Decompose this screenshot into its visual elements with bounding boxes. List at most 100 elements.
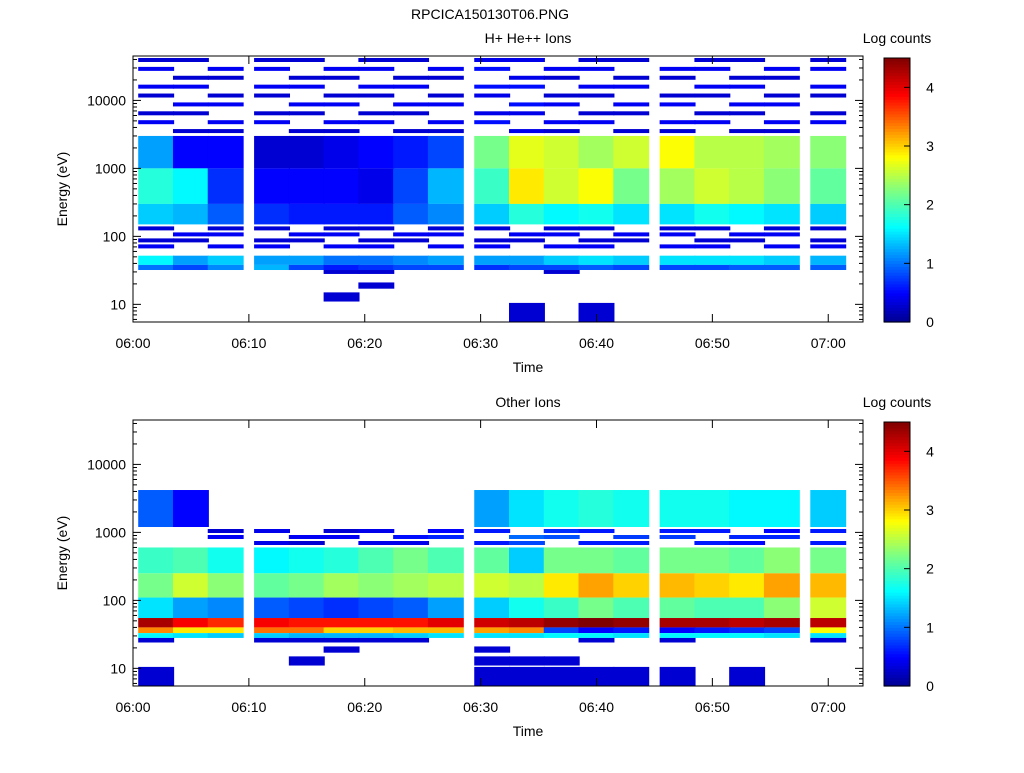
heatmap-cell	[659, 633, 696, 638]
heatmap-cell	[578, 135, 615, 169]
heatmap-cell	[694, 573, 731, 598]
heatmap-cell	[659, 226, 696, 231]
colorbar-segment	[884, 242, 910, 247]
heatmap-cell	[288, 232, 325, 237]
colorbar-segment	[884, 612, 910, 617]
heatmap-cell	[509, 633, 545, 638]
colorbar-frame	[883, 421, 911, 687]
heatmap-cell	[729, 264, 766, 271]
colorbar-segment	[884, 471, 910, 476]
colorbar-segment	[884, 72, 910, 77]
heatmap-cell	[659, 627, 696, 634]
heatmap-cell	[207, 255, 244, 265]
heatmap-cell	[543, 135, 580, 169]
heatmap-cell	[288, 129, 325, 134]
heatmap-cell	[659, 255, 696, 265]
heatmap-cell	[358, 58, 395, 62]
heatmap-cell	[427, 93, 464, 98]
heatmap-cell	[810, 111, 847, 116]
heatmap-cell	[427, 633, 464, 638]
heatmap-cell	[810, 120, 847, 125]
colorbar-segment	[884, 192, 910, 197]
heatmap-cell	[763, 547, 800, 574]
colorbar-segment	[884, 539, 910, 543]
heatmap-cell	[659, 66, 696, 71]
colorbar-segment	[884, 480, 910, 485]
colorbar-segment	[884, 113, 910, 118]
heatmap-cell	[358, 541, 395, 546]
heatmap-cell	[393, 129, 430, 134]
heatmap-cell	[358, 618, 395, 628]
heatmap-cell	[172, 111, 209, 116]
heatmap-cell	[810, 238, 847, 243]
colorbar-tick-label: 0	[926, 678, 934, 694]
heatmap-cell	[323, 226, 360, 231]
colorbar-segment	[884, 457, 910, 461]
colorbar-segment	[884, 442, 910, 447]
heatmap-cell	[358, 93, 395, 98]
colorbar-segment	[884, 78, 910, 83]
colorbar-segment	[884, 213, 910, 217]
heatmap-cell	[763, 255, 800, 265]
colorbar-segment	[884, 507, 910, 511]
heatmap-cell	[323, 618, 360, 628]
colorbar-segment	[884, 219, 910, 223]
heatmap-cell	[509, 573, 545, 598]
y-axis-label: Energy (eV)	[54, 516, 70, 591]
heatmap-cell	[138, 244, 175, 249]
heatmap-cell	[474, 135, 511, 169]
heatmap-cell	[763, 573, 800, 598]
heatmap-cell	[323, 255, 360, 265]
colorbar-segment	[884, 175, 910, 179]
heatmap-cell	[509, 203, 545, 225]
heatmap-cell	[659, 232, 696, 237]
heatmap-cell	[358, 66, 395, 71]
heatmap-cell	[763, 93, 800, 98]
heatmap-cell	[207, 547, 244, 574]
colorbar-segment	[884, 674, 910, 678]
heatmap-cell	[172, 168, 209, 204]
heatmap-cell	[288, 597, 325, 619]
heatmap-cell	[578, 255, 615, 265]
heatmap-cell	[578, 597, 615, 619]
heatmap-cell	[323, 573, 360, 598]
colorbar-segment	[884, 151, 910, 156]
heatmap-cell	[474, 84, 511, 89]
colorbar-segment	[884, 656, 910, 661]
heatmap-cell	[729, 627, 766, 634]
heatmap-cell	[659, 573, 696, 598]
heatmap-cell	[138, 573, 175, 598]
heatmap-cell	[138, 633, 175, 638]
colorbar-segment	[884, 169, 910, 173]
heatmap-cell	[138, 255, 175, 265]
heatmap-cell	[763, 529, 800, 534]
colorbar-segment	[884, 627, 910, 631]
heatmap-cell	[427, 573, 464, 598]
heatmap-cell	[138, 58, 175, 62]
heatmap-cell	[172, 238, 209, 243]
colorbar-segment	[884, 137, 910, 141]
heatmap-cell	[694, 541, 731, 546]
colorbar-segment	[884, 225, 910, 229]
heatmap-cell	[509, 656, 545, 666]
heatmap-cell	[659, 637, 696, 643]
heatmap-cell	[254, 573, 291, 598]
heatmap-cell	[474, 597, 511, 619]
heatmap-cell	[578, 633, 615, 638]
heatmap-cell	[543, 633, 580, 638]
colorbar-segment	[884, 140, 910, 144]
colorbar-segment	[884, 195, 910, 200]
colorbar-segment	[884, 662, 910, 667]
heatmap-cell	[729, 541, 766, 546]
colorbar-segment	[884, 63, 910, 68]
heatmap-cell	[172, 84, 209, 89]
heatmap-cell	[323, 597, 360, 619]
colorbar-segment	[884, 292, 910, 297]
heatmap-cell	[613, 255, 650, 265]
heatmap-cell	[323, 120, 360, 125]
colorbar-segment	[884, 222, 910, 226]
heatmap-cell	[763, 66, 800, 71]
heatmap-cell	[172, 232, 209, 237]
heatmap-cell	[509, 547, 545, 574]
colorbar-segment	[884, 653, 910, 658]
